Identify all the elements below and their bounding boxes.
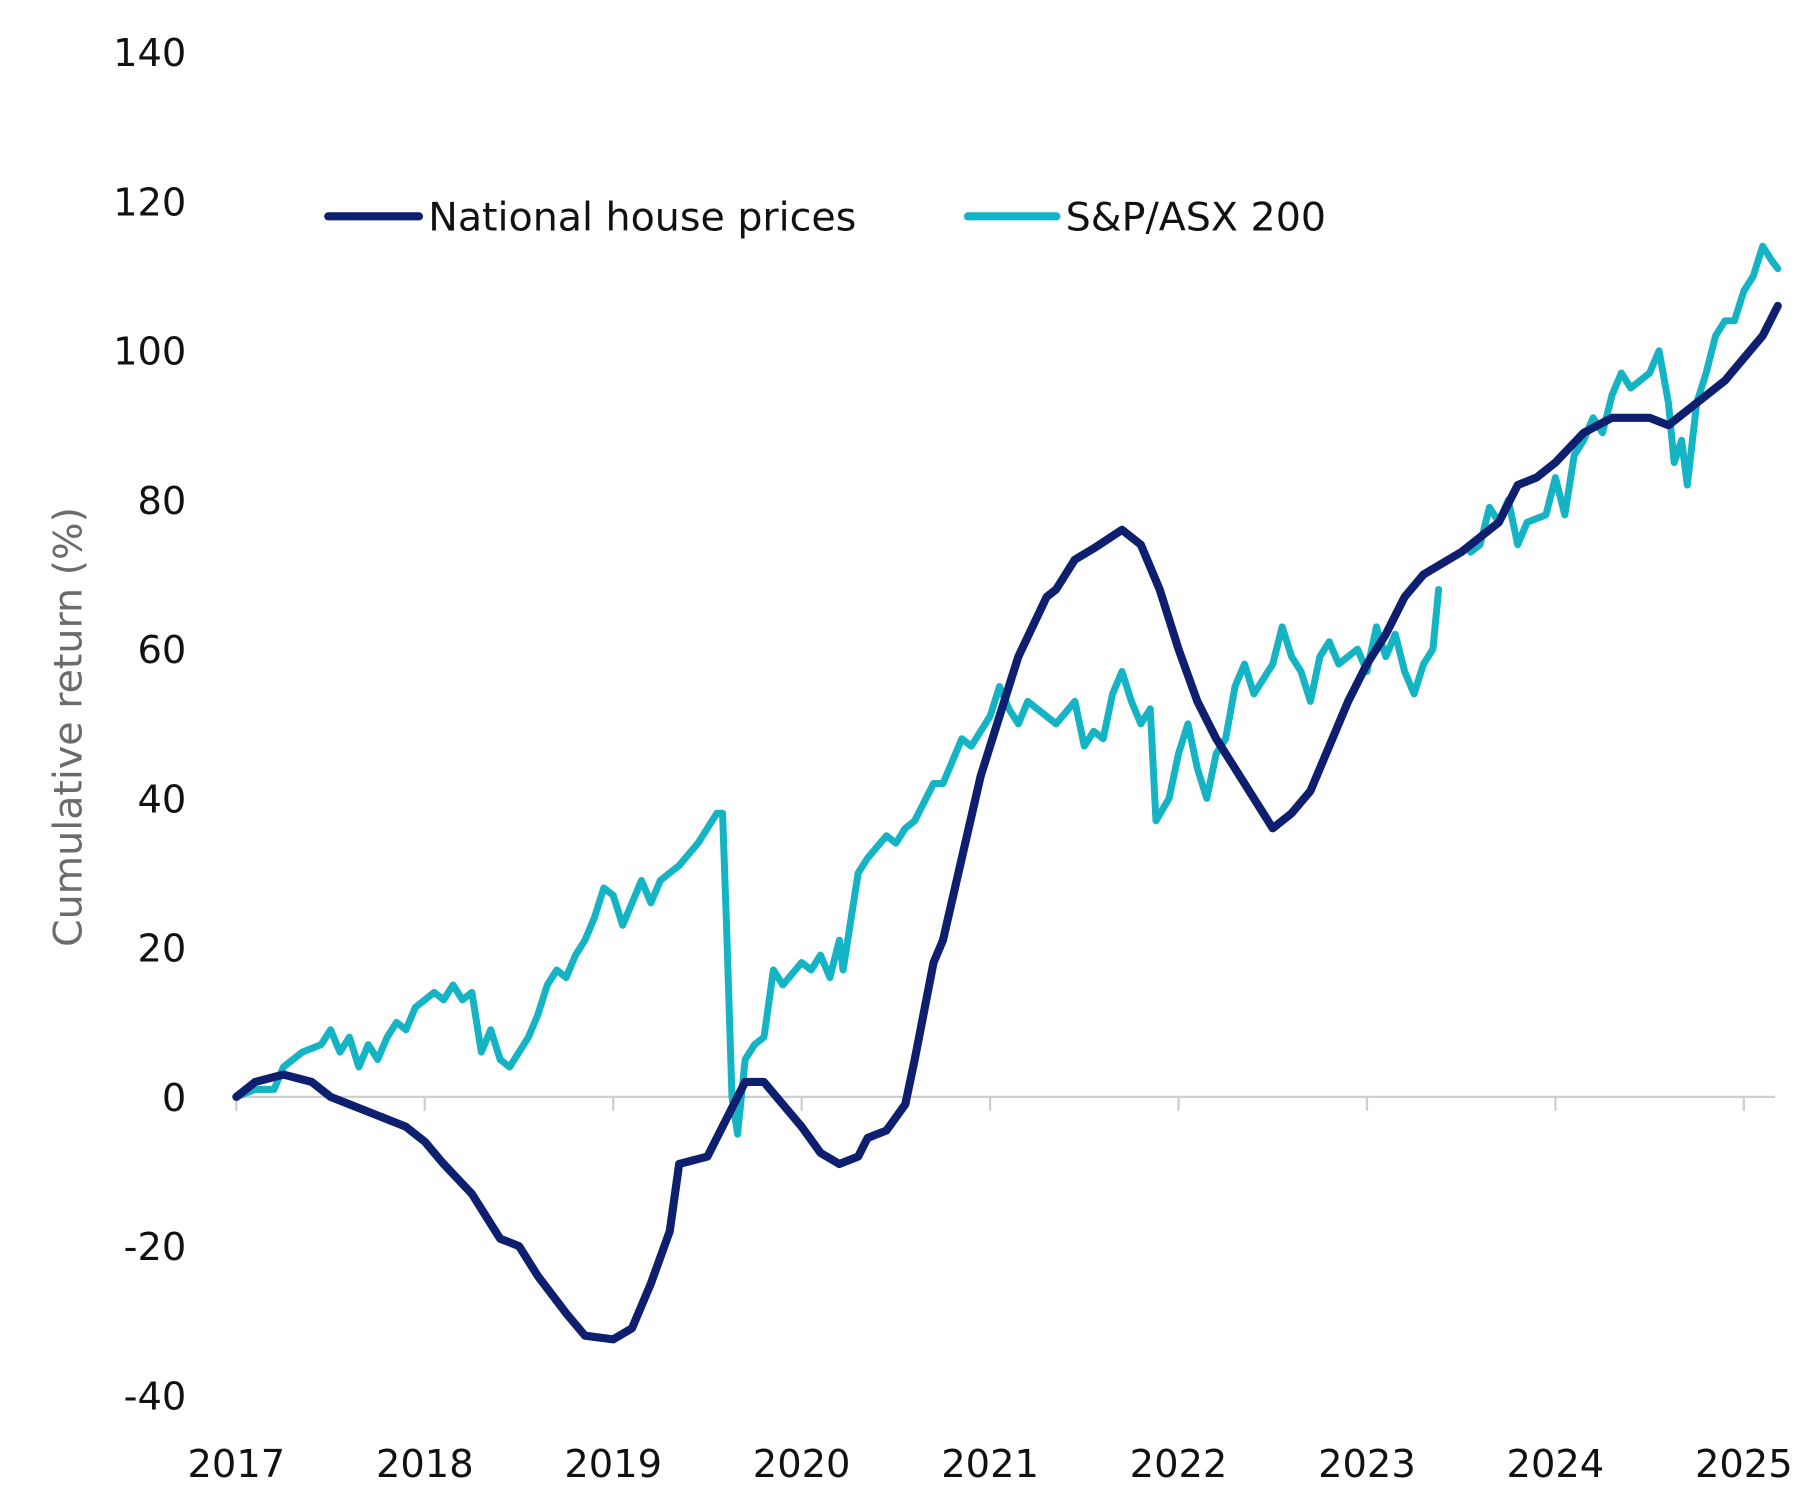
x-tick-label: 2019 [564, 1442, 662, 1487]
y-tick-label: 100 [113, 330, 186, 375]
x-tick-label: 2020 [753, 1442, 851, 1487]
y-tick-label: 40 [137, 777, 186, 822]
y-tick-label: 60 [137, 628, 186, 673]
series-line-house-prices [232, 301, 1782, 1344]
series-line-asx200 [232, 242, 1782, 1138]
x-tick-label: 2017 [188, 1442, 286, 1487]
x-tick-label: 2023 [1318, 1442, 1416, 1487]
legend-label-house-prices: National house prices [428, 194, 856, 240]
y-tick-label: -20 [124, 1225, 187, 1270]
series-lines [232, 242, 1782, 1344]
x-tick-label: 2025 [1695, 1442, 1793, 1487]
y-tick-label: 0 [162, 1076, 186, 1121]
legend-label-asx200: S&P/ASX 200 [1066, 194, 1326, 240]
y-tick-label: 80 [137, 479, 186, 524]
y-tick-label: 140 [113, 31, 186, 76]
x-tick-label: 2024 [1507, 1442, 1605, 1487]
x-tick-label: 2018 [376, 1442, 474, 1487]
x-tick-label: 2021 [941, 1442, 1039, 1487]
legend: National house prices S&P/ASX 200 [324, 194, 1326, 240]
x-tick-marks [235, 1096, 1745, 1111]
x-tick-label: 2022 [1130, 1442, 1228, 1487]
x-axis-ticks: 2017 2018 2019 2020 2021 2022 2023 2024 2025 [188, 1442, 1793, 1487]
y-tick-label: -40 [124, 1374, 187, 1419]
y-tick-label: 120 [113, 180, 186, 225]
y-axis-ticks: 140 120 100 80 60 40 20 0 -20 -40 [113, 31, 186, 1419]
y-tick-label: 20 [137, 927, 186, 972]
y-axis-label: Cumulative return (%) [46, 507, 92, 947]
